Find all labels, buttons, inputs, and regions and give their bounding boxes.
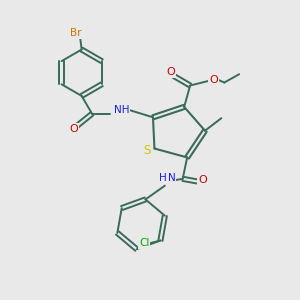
- Text: O: O: [209, 75, 218, 85]
- Text: NH: NH: [114, 105, 130, 115]
- Text: S: S: [143, 143, 151, 157]
- Text: O: O: [167, 68, 175, 77]
- Text: N: N: [168, 173, 176, 183]
- Text: H: H: [160, 173, 167, 183]
- Text: Cl: Cl: [139, 238, 149, 248]
- Text: O: O: [69, 124, 78, 134]
- Text: O: O: [198, 175, 207, 185]
- Text: Br: Br: [70, 28, 81, 38]
